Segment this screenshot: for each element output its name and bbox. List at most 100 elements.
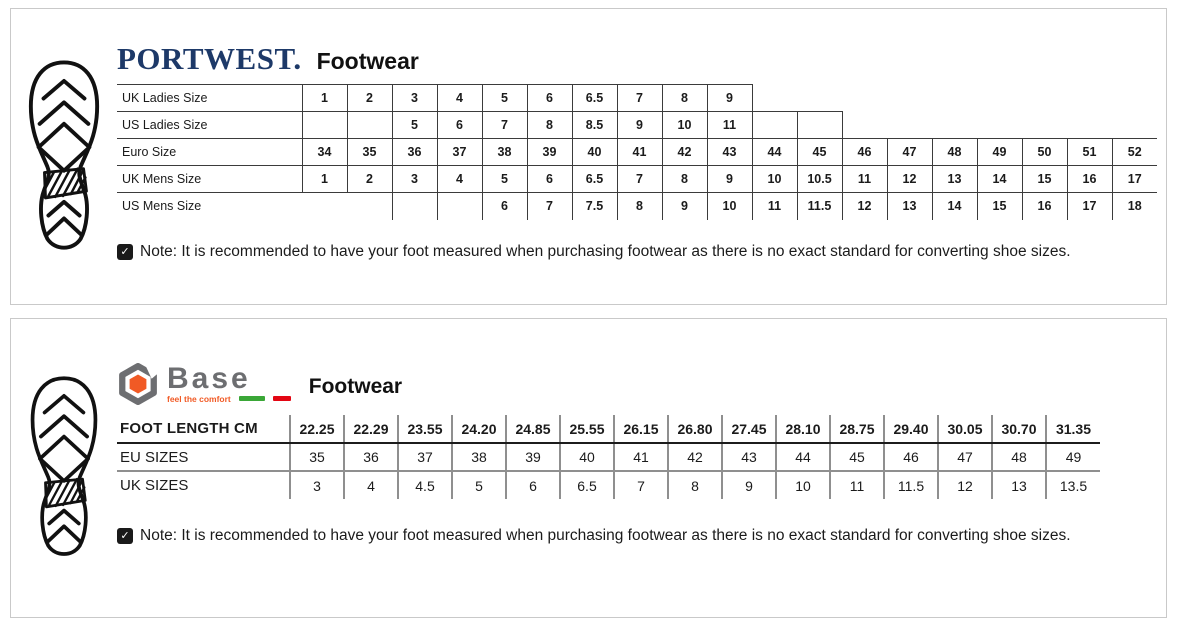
size-cell: 23.55 xyxy=(397,415,452,444)
base-footwear-title: Footwear xyxy=(308,374,403,398)
note-text: Note: It is recommended to have your foo… xyxy=(140,242,1071,260)
table-row: Euro Size 34 35 36 37 38 39 40 41 42 43 44 45 46 47 48 4… xyxy=(117,138,1157,166)
size-cell xyxy=(842,112,887,139)
size-cell: 3 xyxy=(391,165,438,193)
size-cell: 11 xyxy=(706,111,753,139)
size-cell: 2 xyxy=(346,84,393,112)
size-cell: 12 xyxy=(886,165,933,193)
size-cell: 38 xyxy=(481,138,528,166)
size-cell: 6 xyxy=(526,84,573,112)
size-cell: 52 xyxy=(1111,138,1157,166)
size-cell: 11 xyxy=(751,192,798,220)
size-cell xyxy=(346,111,393,139)
size-cell: 8 xyxy=(661,165,708,193)
size-cell: 49 xyxy=(976,138,1023,166)
size-cell: 41 xyxy=(616,138,663,166)
size-cell xyxy=(887,85,932,112)
size-cell: 1 xyxy=(301,84,348,112)
row-label: UK Ladies Size xyxy=(117,84,302,112)
table-row: UK Mens Size 1 2 3 4 5 6 6.5 7 8 9 10 10.5 11 12 13 14 15… xyxy=(117,165,1157,193)
size-cell: 11 xyxy=(829,471,884,499)
portwest-logo: PORTWEST. xyxy=(117,41,302,76)
size-cell xyxy=(1112,85,1157,112)
size-cell: 6 xyxy=(481,192,528,220)
size-cell xyxy=(751,111,798,139)
portwest-panel: PORTWEST. Footwear UK Ladies Size 1 2 3 4 5 6 6… xyxy=(10,8,1167,305)
size-cell: 39 xyxy=(526,138,573,166)
size-cell: 10.5 xyxy=(796,165,843,193)
size-cell: 16 xyxy=(1021,192,1068,220)
size-cell: 7 xyxy=(616,165,663,193)
row-label: US Ladies Size xyxy=(117,111,302,139)
row-label: FOOT LENGTH CM xyxy=(117,415,290,444)
size-cell: 16 xyxy=(1066,165,1113,193)
size-cell: 9 xyxy=(661,192,708,220)
size-cell: 8 xyxy=(667,471,722,499)
size-cell: 9 xyxy=(721,471,776,499)
size-cell: 9 xyxy=(616,111,663,139)
note-text: Note: It is recommended to have your foo… xyxy=(140,527,1071,544)
size-cell xyxy=(932,112,977,139)
size-cell: 17 xyxy=(1066,192,1113,220)
base-logo: Base feel the comfort xyxy=(117,363,291,405)
size-cell xyxy=(1067,85,1112,112)
size-cell: 30.05 xyxy=(937,415,992,444)
size-cell: 4 xyxy=(436,84,483,112)
size-cell: 6.5 xyxy=(571,84,618,112)
size-cell: 10 xyxy=(706,192,753,220)
size-cell: 47 xyxy=(937,443,992,472)
size-cell xyxy=(752,85,797,112)
size-cell: 5 xyxy=(391,111,438,139)
size-cell: 37 xyxy=(436,138,483,166)
size-cell: 51 xyxy=(1066,138,1113,166)
checkbox-check-icon: ✓ xyxy=(117,528,133,544)
portwest-footwear-title: Footwear xyxy=(316,48,419,74)
table-row: US Ladies Size 5 6 7 8 8.5 9 10 11 xyxy=(117,111,1157,139)
size-cell: 27.45 xyxy=(721,415,776,444)
size-cell: 47 xyxy=(886,138,933,166)
size-cell: 13.5 xyxy=(1045,471,1100,499)
italy-flag-red-dash xyxy=(272,396,291,401)
size-cell xyxy=(887,112,932,139)
size-cell: 6 xyxy=(436,111,483,139)
base-note: ✓ Note: It is recommended to have your f… xyxy=(117,527,1166,545)
size-cell: 28.10 xyxy=(775,415,830,444)
size-cell: 42 xyxy=(667,443,722,472)
size-cell xyxy=(932,85,977,112)
size-cell: 8.5 xyxy=(571,111,618,139)
size-cell xyxy=(347,193,392,220)
size-cell: 7 xyxy=(613,471,668,499)
size-cell: 4 xyxy=(436,165,483,193)
row-label: US Mens Size xyxy=(122,199,202,214)
portwest-size-table-container: UK Ladies Size 1 2 3 4 5 6 6.5 7 8 9 US Ladies Size… xyxy=(117,84,1166,220)
size-cell: 10 xyxy=(751,165,798,193)
shoe-sole-icon xyxy=(11,319,117,617)
table-row: EU SIZES 35 36 37 38 39 40 41 42 43 44 45 46 47 48 49 xyxy=(117,443,1100,472)
table-row: UK SIZES 3 4 4.5 5 6 6.5 7 8 9 10 11 11.5 12 13 13.5 xyxy=(117,471,1100,499)
size-cell xyxy=(977,85,1022,112)
size-cell: 11.5 xyxy=(796,192,843,220)
size-cell: 4 xyxy=(343,471,398,499)
italy-flag-green-dash xyxy=(238,396,265,401)
base-hex-icon xyxy=(119,363,159,405)
size-cell: 7 xyxy=(526,192,573,220)
size-cell: 43 xyxy=(721,443,776,472)
size-cell: 12 xyxy=(937,471,992,499)
row-label: EU SIZES xyxy=(117,443,290,472)
size-cell xyxy=(1022,112,1067,139)
size-cell: 5 xyxy=(481,84,528,112)
base-brand-row: Base feel the comfort Footwear xyxy=(117,363,1166,405)
size-cell: 42 xyxy=(661,138,708,166)
size-cell: 14 xyxy=(976,165,1023,193)
base-tagline-row: feel the comfort xyxy=(167,394,291,404)
size-cell: 7 xyxy=(481,111,528,139)
size-cell: 14 xyxy=(931,192,978,220)
size-cell: 17 xyxy=(1111,165,1157,193)
table-row: UK Ladies Size 1 2 3 4 5 6 6.5 7 8 9 xyxy=(117,84,1157,112)
size-cell: 9 xyxy=(706,165,753,193)
table-row: FOOT LENGTH CM 22.25 22.29 23.55 24.20 24.85 2… xyxy=(117,415,1100,444)
size-cell: 31.35 xyxy=(1045,415,1100,444)
size-cell: 45 xyxy=(796,138,843,166)
size-cell: 2 xyxy=(346,165,393,193)
